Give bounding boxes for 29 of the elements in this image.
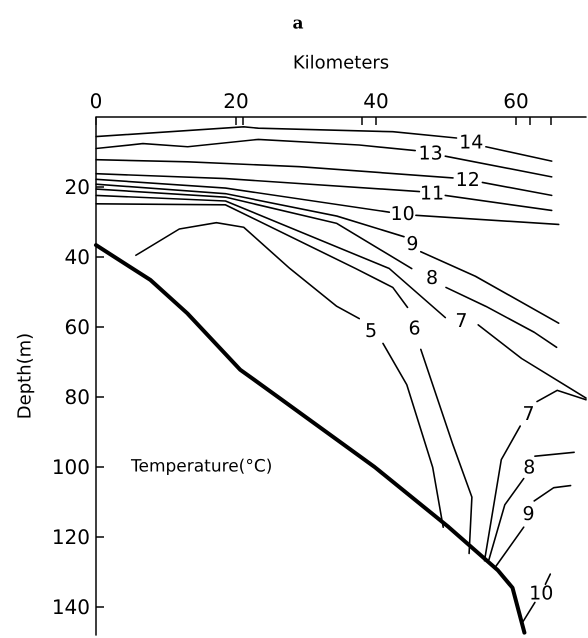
annotation: Temperature(°C) (130, 456, 272, 476)
series-label: 14 (459, 131, 484, 154)
series-label: 7 (455, 310, 468, 332)
series-label: 11 (420, 182, 444, 204)
series-label: 8 (426, 267, 438, 289)
y-tick-label: 120 (52, 525, 90, 549)
series-label: 5 (365, 320, 378, 342)
y-tick-label: 100 (52, 455, 90, 479)
series-label: 9 (406, 233, 418, 256)
x-tick-label: 20 (223, 89, 249, 113)
series-label: 9 (522, 503, 535, 526)
y-tick-label: 140 (52, 595, 90, 619)
series-label: 10 (529, 582, 554, 604)
series-label: 10 (390, 202, 415, 225)
y-tick-label: 60 (64, 315, 90, 339)
series-label: 7 (522, 402, 535, 425)
series-label: 6 (408, 317, 421, 340)
y-tick-label: 40 (64, 245, 90, 269)
x-tick-label: 0 (90, 89, 102, 113)
y-tick-label: 20 (64, 175, 90, 199)
x-axis-title: Kilometers (292, 52, 390, 74)
series-label: 13 (418, 142, 443, 164)
y-axis-title: Depth(m) (14, 332, 36, 420)
chart-title: a (292, 14, 304, 34)
y-tick-label: 80 (64, 385, 90, 409)
series-label: 12 (456, 169, 480, 192)
series-label: 8 (523, 456, 536, 478)
x-tick-label: 40 (363, 89, 389, 113)
x-tick-label: 60 (503, 89, 529, 113)
